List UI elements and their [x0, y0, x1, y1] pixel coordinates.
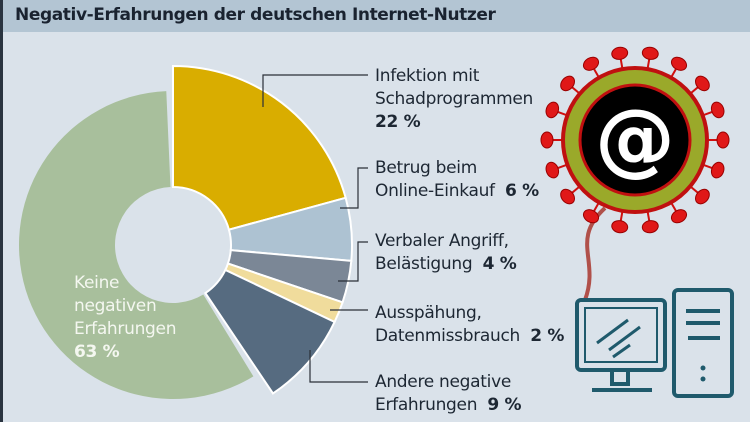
virus-spike-head — [582, 56, 600, 71]
virus-spike-head — [545, 101, 560, 119]
label-line: Ausspähung, — [375, 303, 482, 323]
virus-spike-head — [670, 56, 688, 71]
virus-spike-head — [641, 46, 659, 60]
value-label: 2 % — [530, 326, 565, 346]
title-bar: Negativ-Erfahrungen der deutschen Intern… — [3, 0, 750, 32]
label-line: negativen — [74, 296, 157, 316]
label-malware: Infektion mit Schadprogrammen 22 % — [375, 65, 533, 134]
virus-spike-head — [695, 188, 710, 205]
label-line: Keine — [74, 273, 120, 293]
label-line: Erfahrungen — [375, 395, 478, 415]
label-line: Andere negative — [375, 372, 511, 392]
tower-button — [700, 376, 706, 382]
virus-spike-head — [560, 75, 575, 92]
label-fraud: Betrug beim Online-Einkauf 6 % — [375, 157, 539, 203]
chart-title: Negativ-Erfahrungen der deutschen Intern… — [15, 5, 496, 25]
label-line: Erfahrungen — [74, 319, 177, 339]
label-spying: Ausspähung, Datenmissbrauch 2 % — [375, 302, 564, 348]
value-label: 9 % — [487, 395, 522, 415]
virus-spike-head — [695, 75, 710, 92]
monitor-stand — [592, 370, 652, 392]
slice-malware — [172, 64, 347, 231]
value-label: 22 % — [375, 112, 421, 132]
virus-spike-head — [710, 101, 725, 119]
label-other: Andere negative Erfahrungen 9 % — [375, 371, 522, 417]
slice-other — [204, 268, 336, 395]
virus-spike-head — [670, 209, 688, 224]
virus-spike-head — [560, 188, 575, 205]
label-line: Belästigung — [375, 254, 473, 274]
tower-drives — [686, 309, 720, 340]
tower-icon — [672, 288, 734, 398]
virus-core — [578, 83, 692, 197]
screen-glare — [596, 318, 641, 359]
label-line: Schadprogrammen — [375, 89, 533, 109]
virus-spike-head — [716, 131, 730, 149]
label-line: Betrug beim — [375, 158, 477, 178]
label-no-negative-experiences: Keine negativen Erfahrungen 63 % — [74, 272, 176, 364]
virus-spike-head — [641, 220, 659, 234]
tower-button — [700, 365, 706, 371]
virus-spike-head — [710, 161, 725, 179]
value-label: 6 % — [504, 181, 539, 201]
leader-line — [262, 74, 368, 107]
value-label: 63 % — [74, 342, 120, 362]
leader-line — [309, 350, 368, 383]
label-line: Infektion mit — [375, 66, 480, 86]
label-verbal-attack: Verbaler Angriff, Belästigung 4 % — [375, 230, 517, 276]
label-line: Online-Einkauf — [375, 181, 495, 201]
virus-spike-head — [611, 46, 629, 60]
monitor-screen — [584, 307, 658, 363]
virus-spike-head — [611, 220, 629, 234]
label-line: Datenmissbrauch — [375, 326, 520, 346]
label-line: Verbaler Angriff, — [375, 231, 509, 251]
slice-no-negative — [18, 91, 254, 400]
leader-line — [340, 167, 368, 209]
virus-spike-head — [545, 161, 560, 179]
virus-spike-head — [540, 131, 554, 149]
at-sign-icon: @ — [595, 92, 675, 185]
monitor-icon — [575, 298, 667, 372]
leader-line — [338, 241, 368, 282]
virus-spike-head — [582, 209, 600, 224]
value-label: 4 % — [482, 254, 517, 274]
